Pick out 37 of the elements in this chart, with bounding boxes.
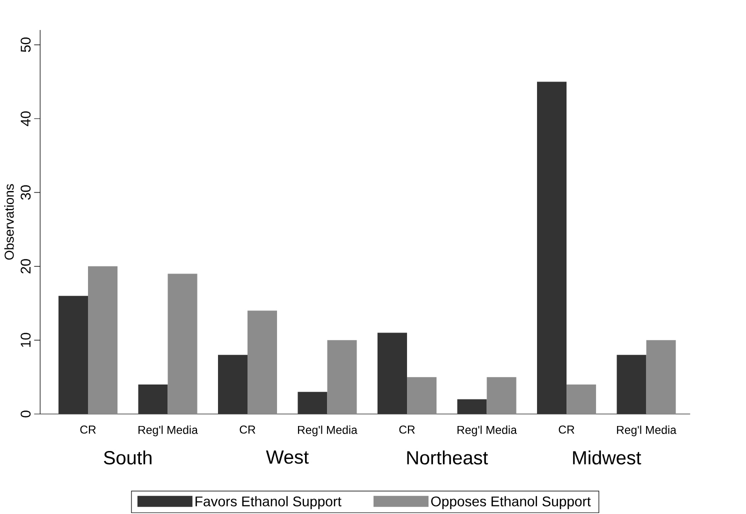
bar — [566, 384, 596, 414]
y-axis-title: Observations — [4, 184, 14, 260]
text: Midwest — [573, 450, 642, 464]
bar — [168, 274, 198, 414]
y-tick-label: 10 — [20, 332, 31, 347]
text: West — [266, 450, 309, 464]
bar — [457, 399, 487, 414]
bar — [616, 354, 646, 414]
text: South — [104, 450, 152, 464]
bar — [298, 392, 328, 414]
legend-label: Opposes Ethanol Support — [431, 496, 591, 510]
bar — [58, 296, 88, 414]
x-tick-label: Reg'l Media — [298, 426, 358, 436]
y-tick-label: 50 — [20, 38, 31, 52]
bar — [138, 384, 168, 414]
x-tick-label: CR — [80, 426, 96, 434]
bar — [378, 332, 408, 414]
y-tick-label: 0 — [20, 410, 31, 418]
bar — [646, 340, 676, 414]
x-tick-label: CR — [240, 426, 256, 434]
x-tick-label: Reg'l Media — [617, 426, 676, 436]
bar — [88, 266, 118, 414]
y-tick-label: 20 — [20, 259, 31, 274]
bar — [248, 310, 278, 414]
x-tick-label: Reg'l Media — [138, 426, 198, 436]
text: Northeast — [407, 450, 488, 464]
x-tick-label: CR — [399, 426, 415, 434]
x-tick-label: Reg'l Media — [458, 426, 517, 436]
x-tick-label: CR — [558, 426, 574, 434]
bar — [218, 354, 248, 414]
y-tick-label: 30 — [20, 185, 31, 200]
bar — [486, 377, 516, 414]
legend-label: Favors Ethanol Support — [196, 496, 342, 510]
bar — [537, 82, 567, 414]
bar — [407, 377, 437, 414]
y-tick-label: 40 — [20, 111, 31, 126]
bar — [327, 340, 357, 414]
